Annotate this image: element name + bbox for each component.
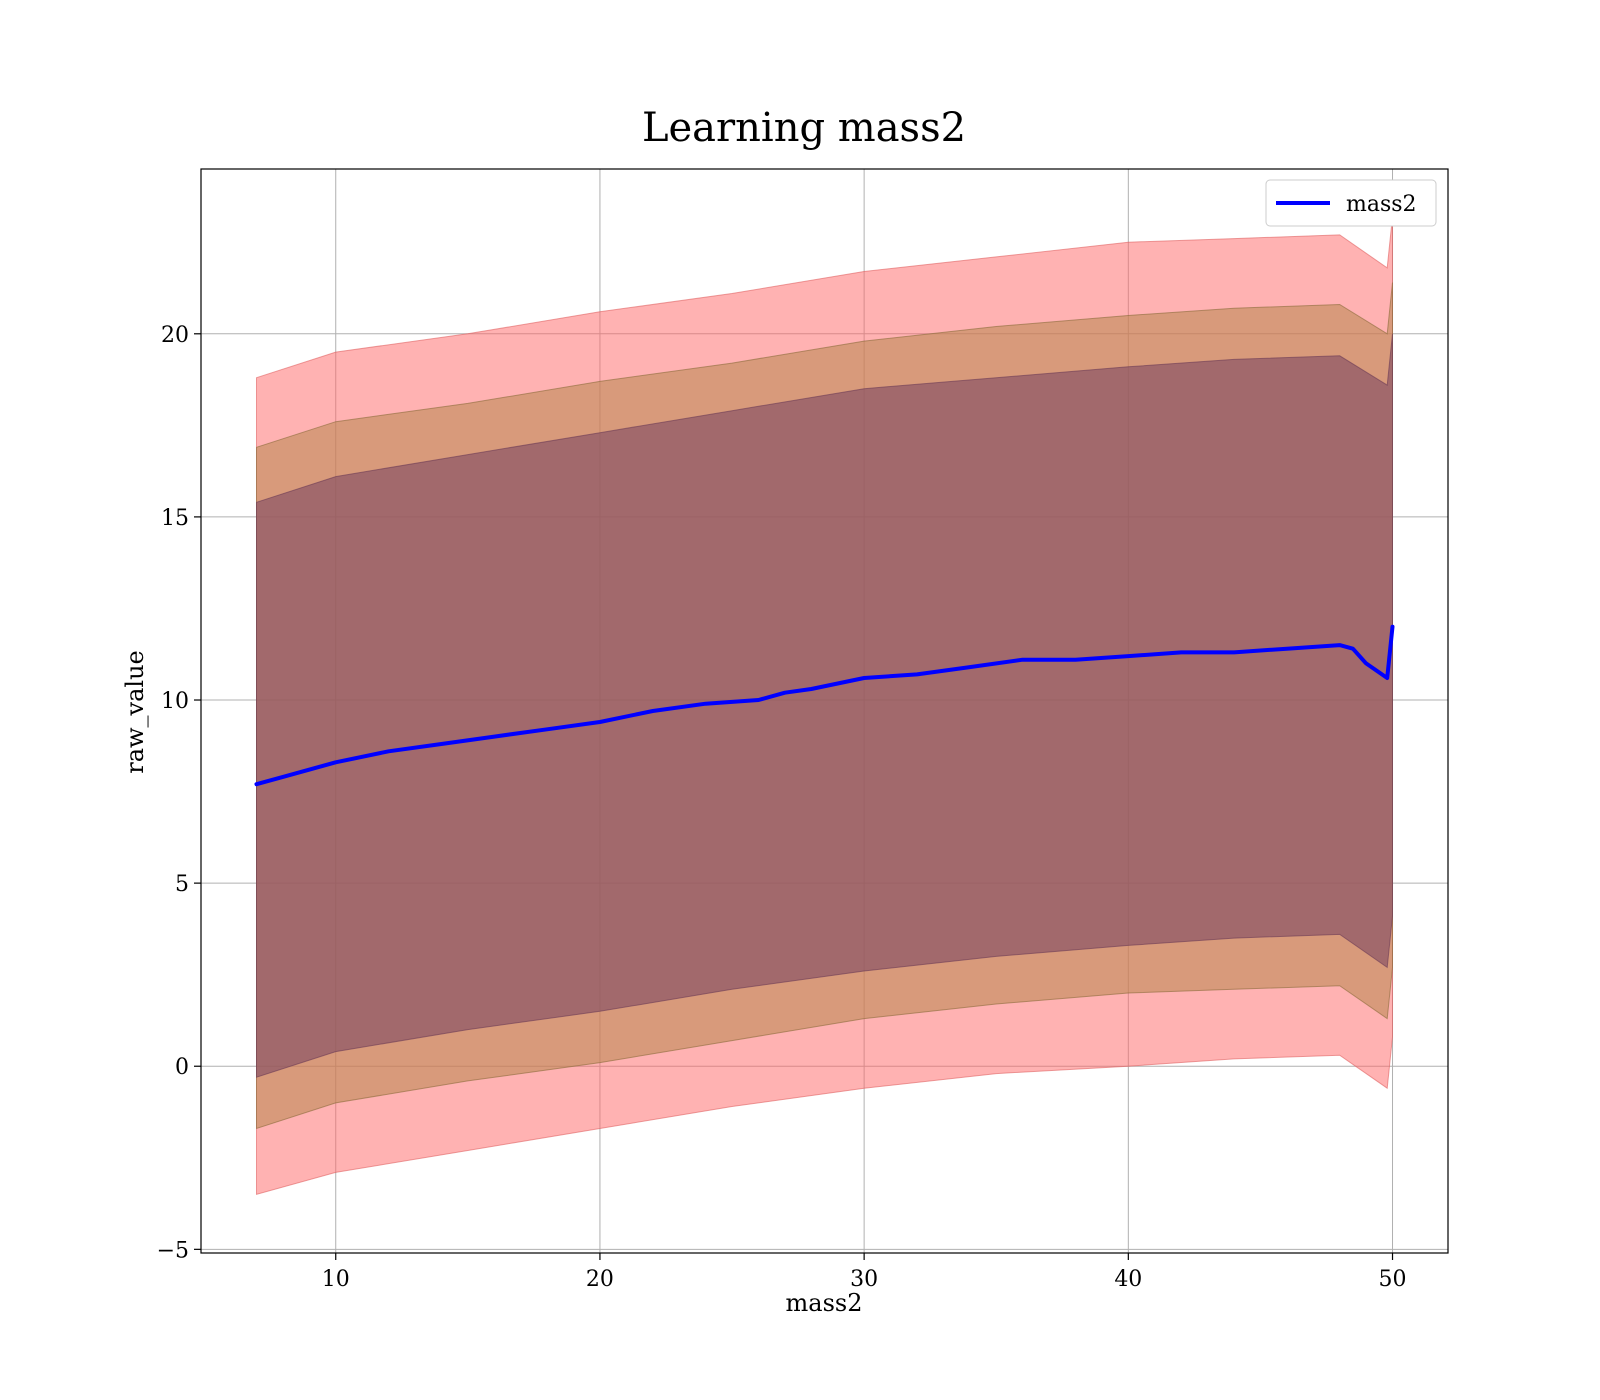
y-tick-label: 20 — [161, 323, 189, 348]
legend-label-mass2: mass2 — [1346, 192, 1417, 217]
x-tick-label: 10 — [322, 1267, 350, 1292]
chart-title: Learning mass2 — [642, 105, 966, 151]
x-tick-label: 30 — [850, 1267, 878, 1292]
plot-frame — [200, 168, 1449, 1254]
legend-box — [1265, 179, 1437, 227]
y-tick-label: 5 — [175, 872, 189, 897]
x-tick-label: 50 — [1379, 1267, 1407, 1292]
x-tick-label: 20 — [586, 1267, 614, 1292]
y-tick-label: 0 — [175, 1055, 189, 1080]
confidence-bands — [256, 216, 1393, 1196]
y-axis-ticks: −5 0 5 10 15 20 — [157, 323, 201, 1263]
band-inner — [256, 333, 1393, 1078]
x-axis-label: mass2 — [786, 1289, 863, 1317]
y-tick-label: 15 — [161, 506, 189, 531]
y-tick-label: −5 — [157, 1238, 189, 1263]
series-lines — [254, 624, 1395, 787]
y-tick-label: 10 — [161, 689, 189, 714]
x-axis-ticks: 10 20 30 40 50 — [322, 1253, 1407, 1292]
legend: mass2 — [1265, 179, 1437, 227]
y-axis-label: raw_value — [121, 650, 149, 774]
series-line-mass2 — [254, 624, 1395, 787]
x-tick-label: 40 — [1114, 1267, 1142, 1292]
